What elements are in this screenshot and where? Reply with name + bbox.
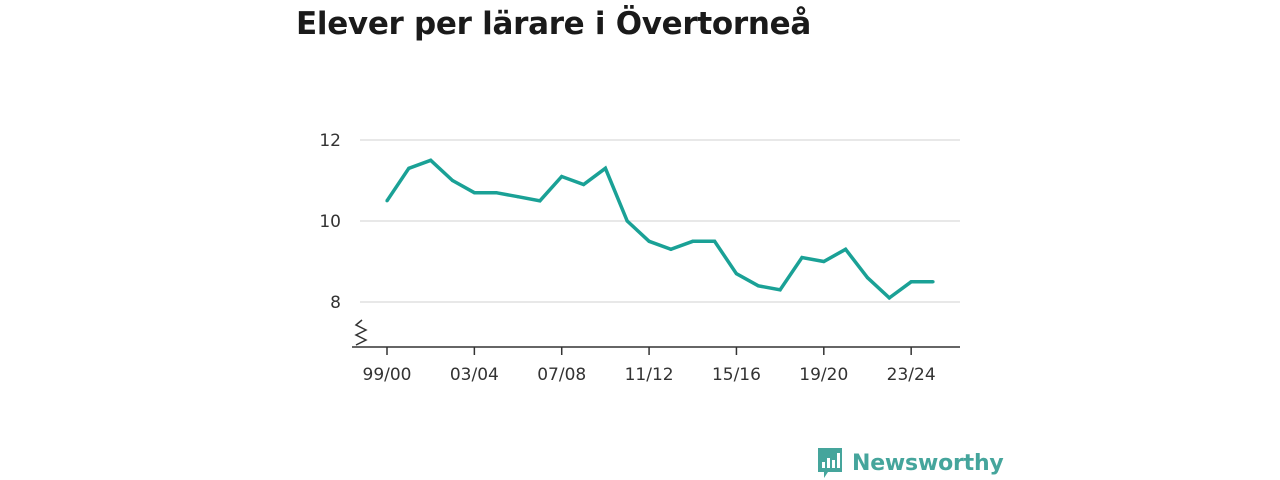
y-tick-label: 12 xyxy=(319,131,341,151)
data-point xyxy=(450,178,455,183)
data-point xyxy=(909,280,913,284)
data-point xyxy=(691,239,695,243)
data-point xyxy=(581,182,586,187)
x-tick-label: 03/04 xyxy=(450,365,499,385)
y-tick-label: 10 xyxy=(319,212,341,232)
data-point xyxy=(800,255,804,260)
y-tick-label: 8 xyxy=(330,293,341,313)
series-line-0 xyxy=(385,158,933,301)
x-tick-label: 99/00 xyxy=(363,365,412,385)
data-point xyxy=(887,296,891,300)
data-point xyxy=(931,280,935,284)
brand-name: Newsworthy xyxy=(852,450,1004,476)
newsworthy-logo-icon xyxy=(818,448,842,478)
data-point xyxy=(713,239,717,243)
data-point xyxy=(844,247,848,251)
data-point xyxy=(429,158,433,162)
data-point xyxy=(407,166,411,170)
data-point xyxy=(625,219,629,223)
data-point xyxy=(603,166,608,170)
data-point xyxy=(385,199,389,203)
data-point xyxy=(516,195,520,199)
data-point xyxy=(865,276,870,280)
data-point xyxy=(822,259,826,264)
x-tick-label: 19/20 xyxy=(799,365,848,385)
data-point xyxy=(756,284,760,288)
data-point xyxy=(669,247,673,251)
chart-title: Elever per lärare i Övertorneå xyxy=(296,6,812,42)
x-tick-label: 07/08 xyxy=(537,365,586,385)
data-point xyxy=(778,288,782,292)
newsworthy-brand: Newsworthy xyxy=(816,446,1004,480)
x-tick-label: 23/24 xyxy=(887,365,936,385)
x-tick-label: 15/16 xyxy=(712,365,761,385)
data-point xyxy=(538,199,542,203)
x-tick-label: 11/12 xyxy=(625,365,674,385)
data-point xyxy=(472,191,476,195)
data-point xyxy=(734,272,739,276)
data-point xyxy=(494,191,498,195)
data-point xyxy=(647,239,651,243)
data-point xyxy=(560,174,564,179)
axis-break-icon xyxy=(354,319,368,346)
